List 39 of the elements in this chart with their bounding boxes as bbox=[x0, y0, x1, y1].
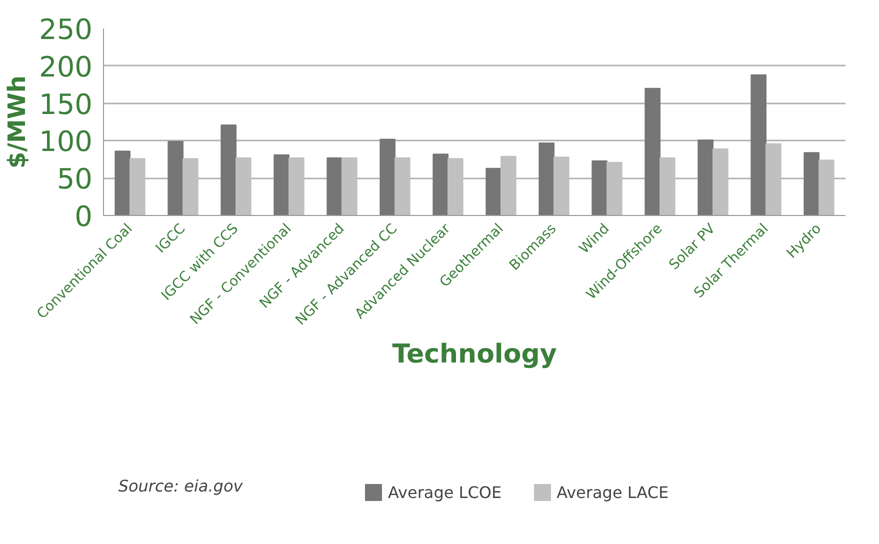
source-note: Source: eia.gov bbox=[118, 476, 244, 496]
y-tick-label: 0 bbox=[74, 200, 93, 233]
y-tick-label: 200 bbox=[39, 50, 93, 84]
bar bbox=[220, 124, 236, 216]
bar bbox=[750, 74, 766, 216]
bar bbox=[448, 158, 464, 216]
bar bbox=[500, 156, 516, 216]
bar bbox=[698, 139, 714, 216]
bar bbox=[236, 157, 252, 216]
y-tick-label: 250 bbox=[39, 13, 93, 46]
bar bbox=[394, 157, 410, 216]
bar bbox=[326, 157, 342, 216]
bar bbox=[274, 154, 290, 216]
bar bbox=[804, 152, 820, 216]
bar bbox=[432, 154, 448, 216]
y-axis-title: $/MWh bbox=[3, 76, 32, 168]
x-axis-title: Technology bbox=[392, 339, 557, 370]
bar bbox=[130, 158, 146, 216]
bar bbox=[380, 138, 396, 216]
bar bbox=[606, 162, 622, 216]
bar bbox=[766, 143, 782, 216]
bar bbox=[644, 88, 660, 216]
bar bbox=[818, 160, 834, 216]
y-tick-label: 150 bbox=[39, 88, 93, 121]
bar bbox=[538, 142, 554, 216]
bar bbox=[712, 148, 728, 216]
y-tick-label: 100 bbox=[39, 125, 93, 158]
bar bbox=[168, 140, 184, 216]
y-tick-label: 50 bbox=[56, 162, 93, 196]
bar bbox=[592, 160, 608, 216]
bar bbox=[114, 150, 130, 216]
bar bbox=[342, 157, 358, 216]
bar bbox=[486, 168, 502, 216]
legend-label: Average LCOE bbox=[388, 482, 502, 502]
bar bbox=[182, 158, 198, 216]
legend-label: Average LACE bbox=[556, 482, 669, 502]
bar bbox=[660, 157, 676, 216]
bar bbox=[288, 157, 304, 216]
bar bbox=[554, 156, 570, 216]
